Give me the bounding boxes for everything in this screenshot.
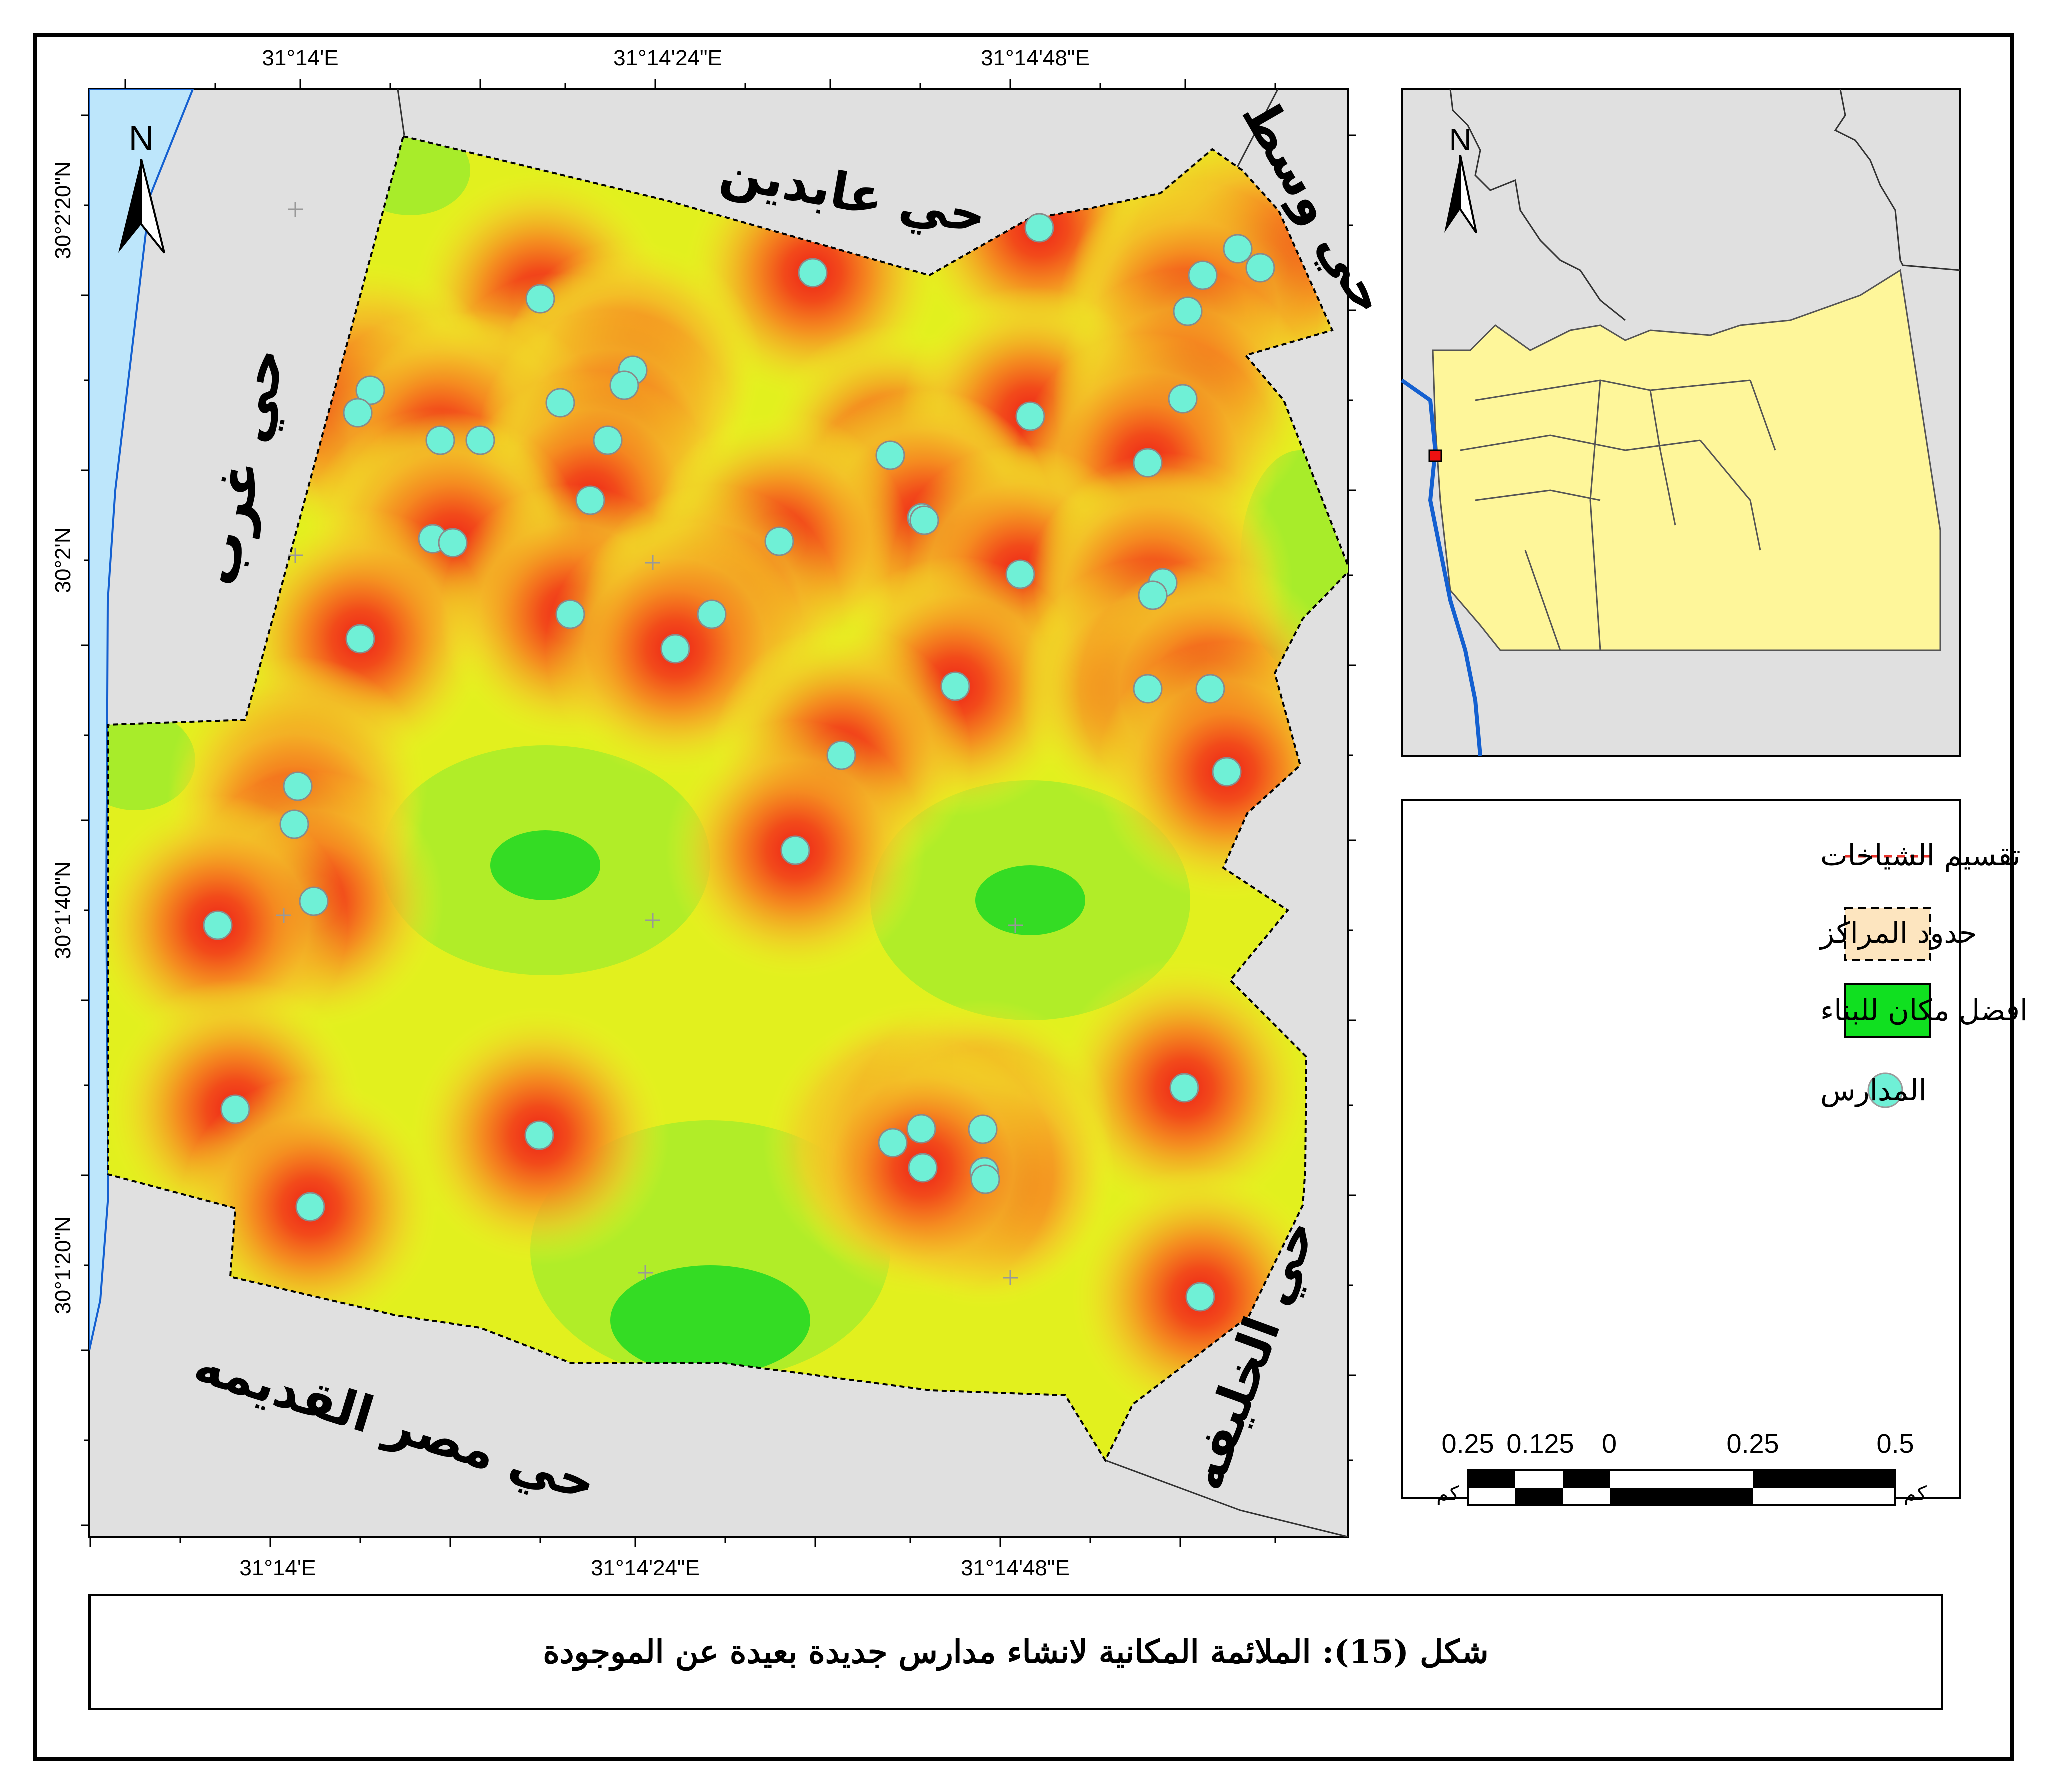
- neighbour-boundary: [1105, 1459, 1348, 1537]
- inset-boundary: [1834, 89, 1961, 271]
- legend: تقسيم الشياخات حدود المراكز افضل مكان لل…: [1401, 799, 2028, 1506]
- school-marker: [343, 398, 373, 428]
- map-ticks: [81, 79, 1356, 1547]
- inset-subdistricts: [1460, 379, 1776, 651]
- school-marker: [1138, 580, 1168, 610]
- scale-unit-right: كم: [1904, 1482, 1927, 1505]
- school-marker: [1195, 674, 1225, 704]
- school-marker: [525, 284, 555, 314]
- school-marker: [1168, 384, 1198, 414]
- school-marker: [1133, 448, 1163, 478]
- left-tick-label-1: 30°2'20"N: [51, 161, 75, 259]
- schools: [203, 213, 1275, 1312]
- school-marker: [1169, 1073, 1199, 1103]
- top-tick-label-2: 31°14'24"E: [613, 46, 722, 70]
- school-marker: [1133, 674, 1163, 704]
- inset-north-arrow-icon: N: [1444, 123, 1477, 234]
- school-marker: [1005, 559, 1035, 589]
- school-marker: [279, 809, 309, 839]
- study-area-boundary: [107, 135, 1348, 1463]
- school-marker: [908, 1153, 938, 1183]
- caption-box: شكل (15): الملائمة المكانية لانشاء مدارس…: [88, 1594, 1943, 1710]
- school-marker: [609, 370, 639, 400]
- legend-symbol-green-box: [1844, 983, 1931, 1038]
- school-marker: [909, 505, 939, 535]
- school-marker: [283, 771, 313, 801]
- school-marker: [465, 425, 495, 455]
- best-site-zone: [610, 1265, 810, 1375]
- left-tick-label-2: 30°2'N: [51, 527, 75, 593]
- school-marker: [545, 388, 575, 418]
- school-marker: [1015, 401, 1045, 431]
- school-marker: [575, 485, 605, 515]
- school-marker: [697, 599, 727, 629]
- school-marker: [425, 425, 455, 455]
- north-arrow-icon: N: [118, 119, 165, 254]
- school-marker: [878, 1128, 908, 1158]
- school-marker: [593, 425, 623, 455]
- figure-caption: شكل (15): الملائمة المكانية لانشاء مدارس…: [543, 1633, 1489, 1671]
- school-marker: [345, 624, 375, 654]
- legend-label-1: تقسيم الشياخات: [1820, 838, 2021, 872]
- school-marker: [968, 1114, 998, 1144]
- school-marker: [555, 599, 585, 629]
- school-marker: [438, 528, 468, 558]
- legend-label-4: المدارس: [1820, 1073, 1927, 1107]
- scale-bar: 0.25 0.125 0 0.25 0.5 كم كم: [1436, 1429, 1927, 1506]
- school-marker: [203, 910, 233, 940]
- school-marker: [798, 258, 828, 288]
- north-label: N: [129, 119, 154, 158]
- scale-label-4: 0.25: [1726, 1429, 1779, 1459]
- school-marker: [1173, 296, 1203, 326]
- school-marker: [906, 1114, 936, 1144]
- bottom-tick-label-3: 31°14'48"E: [961, 1556, 1070, 1580]
- legend-label-2: حدود المراكز: [1819, 916, 1977, 950]
- bottom-tick-label-1: 31°14'E: [239, 1556, 316, 1580]
- school-marker: [355, 375, 385, 405]
- scale-label-2: 0.125: [1506, 1429, 1574, 1459]
- legend-symbol-school-circle: [1867, 1072, 1903, 1108]
- school-marker: [220, 1094, 250, 1124]
- school-marker: [780, 835, 810, 865]
- inset-boundary: [1449, 89, 1626, 321]
- school-marker: [1212, 757, 1242, 787]
- suitability-zone: [108, 710, 195, 810]
- scale-label-1: 0.25: [1441, 1429, 1494, 1459]
- school-marker: [660, 634, 690, 664]
- school-marker: [1245, 253, 1275, 283]
- top-tick-label-1: 31°14'E: [262, 46, 338, 70]
- inset-map: N: [1400, 88, 1961, 757]
- school-marker: [1223, 234, 1253, 264]
- scale-label-5: 0.5: [1876, 1429, 1914, 1459]
- left-tick-label-3: 30°1'40"N: [51, 861, 75, 959]
- school-marker: [1185, 1282, 1215, 1312]
- scale-label-3: 0: [1602, 1429, 1617, 1459]
- school-marker: [875, 440, 905, 470]
- school-marker: [826, 740, 856, 770]
- legend-box: [1401, 799, 1961, 1499]
- legend-label-3: افضل مكان للبناء: [1820, 993, 2028, 1027]
- inset-river: [1400, 378, 1482, 756]
- school-marker: [940, 671, 970, 701]
- left-tick-label-4: 30°1'20"N: [51, 1216, 75, 1314]
- school-marker: [970, 1164, 1000, 1194]
- inset-study-area: [1432, 269, 1941, 651]
- inset-location-marker: [1428, 449, 1442, 462]
- best-site-zone: [975, 865, 1085, 935]
- neighbour-boundary: [397, 89, 405, 136]
- school-marker: [524, 1120, 554, 1150]
- inset-north-label: N: [1449, 123, 1472, 157]
- school-marker: [1024, 213, 1054, 243]
- school-marker: [1188, 260, 1218, 290]
- legend-symbol-dashed-box: [1844, 907, 1931, 961]
- bottom-tick-label-2: 31°14'24"E: [591, 1556, 700, 1580]
- school-marker: [764, 526, 794, 556]
- school-marker: [299, 886, 329, 916]
- best-site-zone: [490, 830, 600, 900]
- school-marker: [295, 1192, 325, 1222]
- main-map: حي عابدين حي وسط حي غرب حي مصر القديمه ح…: [51, 46, 1400, 1580]
- top-tick-label-3: 31°14'48"E: [981, 46, 1090, 70]
- scale-unit-left: كم: [1436, 1482, 1460, 1505]
